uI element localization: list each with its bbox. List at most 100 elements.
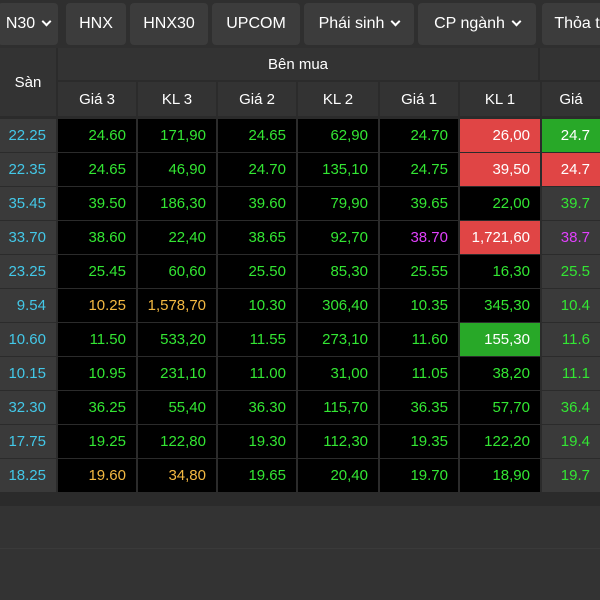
cell-k1: 57,70 (460, 391, 540, 424)
tab-label: HNX (79, 15, 113, 32)
cell-k2: 115,70 (298, 391, 378, 424)
cell-g1: 11.60 (380, 323, 458, 356)
cell-g1: 10.35 (380, 289, 458, 322)
tab-label: N30 (5, 15, 36, 32)
cell-k1: 1,721,60 (460, 221, 540, 254)
cell-g1: 39.65 (380, 187, 458, 220)
col-header-gi-1: Giá 1 (380, 82, 458, 116)
cell-g1: 38.70 (380, 221, 458, 254)
cell-k3: 231,10 (138, 357, 216, 390)
cell-g3: 39.50 (58, 187, 136, 220)
cell-k2: 306,40 (298, 289, 378, 322)
cell-k3: 46,90 (138, 153, 216, 186)
cell-k1: 39,50 (460, 153, 540, 186)
cell-ga: 38.7 (542, 221, 600, 254)
cell-g3: 38.60 (58, 221, 136, 254)
col-header-gi-2: Giá 2 (218, 82, 296, 116)
cell-k3: 533,20 (138, 323, 216, 356)
chevron-down-icon (390, 16, 401, 27)
tab-th-a-t[interactable]: Thỏa t (542, 3, 600, 45)
cell-k3: 34,80 (138, 459, 216, 492)
col-header-san: Sàn (0, 48, 56, 116)
cell-g1: 11.05 (380, 357, 458, 390)
cell-g3: 11.50 (58, 323, 136, 356)
cell-ga: 36.4 (542, 391, 600, 424)
tab-hnx[interactable]: HNX (66, 3, 126, 45)
cell-san: 10.15 (0, 357, 56, 390)
tab-upcom[interactable]: UPCOM (212, 3, 300, 45)
cell-ga: 24.7 (542, 153, 600, 186)
cell-ga: 39.7 (542, 187, 600, 220)
cell-g1: 36.35 (380, 391, 458, 424)
cell-k2: 31,00 (298, 357, 378, 390)
cell-g3: 10.95 (58, 357, 136, 390)
cell-g3: 19.25 (58, 425, 136, 458)
cell-k2: 20,40 (298, 459, 378, 492)
cell-san: 9.54 (0, 289, 56, 322)
cell-ga: 11.1 (542, 357, 600, 390)
group-header-blank (540, 48, 600, 80)
cell-g1: 24.70 (380, 119, 458, 152)
cell-k3: 122,80 (138, 425, 216, 458)
cell-g3: 36.25 (58, 391, 136, 424)
cell-g2: 24.70 (218, 153, 296, 186)
cell-g2: 36.30 (218, 391, 296, 424)
cell-san: 17.75 (0, 425, 56, 458)
cell-g2: 11.55 (218, 323, 296, 356)
cell-k3: 60,60 (138, 255, 216, 288)
cell-g1: 24.75 (380, 153, 458, 186)
cell-k1: 26,00 (460, 119, 540, 152)
cell-k3: 22,40 (138, 221, 216, 254)
cell-g2: 24.65 (218, 119, 296, 152)
cell-g3: 24.65 (58, 153, 136, 186)
tab-cp-ng-nh[interactable]: CP ngành (418, 3, 536, 45)
col-header-kl-2: KL 2 (298, 82, 378, 116)
cell-k3: 171,90 (138, 119, 216, 152)
cell-ga: 24.7 (542, 119, 600, 152)
cell-san: 33.70 (0, 221, 56, 254)
cell-k1: 122,20 (460, 425, 540, 458)
cell-san: 18.25 (0, 459, 56, 492)
cell-g1: 19.70 (380, 459, 458, 492)
price-board: Sàn Bên mua Giá 3 KL 3 Giá 2 KL 2 Giá 1 KL 1 Giá… (0, 48, 600, 506)
cell-g2: 39.60 (218, 187, 296, 220)
cell-g2: 19.65 (218, 459, 296, 492)
cell-k2: 92,70 (298, 221, 378, 254)
cell-g3: 19.60 (58, 459, 136, 492)
cell-g2: 25.50 (218, 255, 296, 288)
cell-k1: 18,90 (460, 459, 540, 492)
cell-k2: 85,30 (298, 255, 378, 288)
cell-san: 10.60 (0, 323, 56, 356)
cell-k2: 62,90 (298, 119, 378, 152)
tab-label: HNX30 (143, 15, 195, 32)
footer-divider (0, 548, 600, 549)
cell-k1: 345,30 (460, 289, 540, 322)
cell-san: 23.25 (0, 255, 56, 288)
chevron-down-icon (41, 16, 52, 27)
cell-k2: 79,90 (298, 187, 378, 220)
market-tab-bar: N30 HNX HNX30 UPCOM Phái sinh CP ngành Thỏa t (0, 0, 600, 48)
board-footer (0, 506, 600, 600)
cell-ga: 19.4 (542, 425, 600, 458)
cell-ga: 11.6 (542, 323, 600, 356)
cell-k1: 155,30 (460, 323, 540, 356)
cell-g3: 24.60 (58, 119, 136, 152)
cell-k2: 273,10 (298, 323, 378, 356)
col-header-kl-1: KL 1 (460, 82, 540, 116)
cell-g1: 25.55 (380, 255, 458, 288)
cell-g2: 10.30 (218, 289, 296, 322)
tab-hnx30[interactable]: HNX30 (130, 3, 208, 45)
col-header-gi-3: Giá 3 (58, 82, 136, 116)
cell-san: 22.25 (0, 119, 56, 152)
cell-g2: 19.30 (218, 425, 296, 458)
tab-label: UPCOM (226, 15, 286, 32)
cell-k1: 22,00 (460, 187, 540, 220)
tab-n30[interactable]: N30 (0, 3, 58, 45)
cell-k3: 1,578,70 (138, 289, 216, 322)
col-header-gi-: Giá (542, 82, 600, 116)
col-header-kl-3: KL 3 (138, 82, 216, 116)
tab-ph-i-sinh[interactable]: Phái sinh (304, 3, 414, 45)
cell-g2: 11.00 (218, 357, 296, 390)
cell-san: 35.45 (0, 187, 56, 220)
chevron-down-icon (511, 16, 522, 27)
